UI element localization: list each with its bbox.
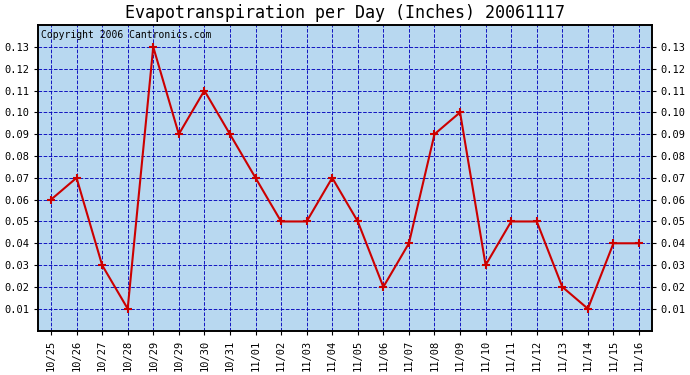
Text: Copyright 2006 Cantronics.com: Copyright 2006 Cantronics.com [41,30,212,40]
Title: Evapotranspiration per Day (Inches) 20061117: Evapotranspiration per Day (Inches) 2006… [125,4,565,22]
